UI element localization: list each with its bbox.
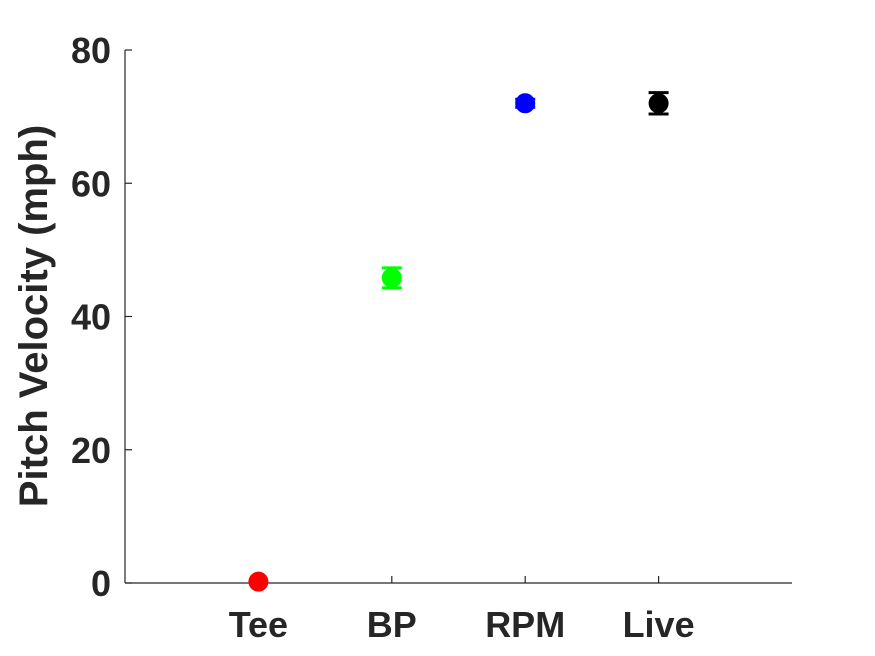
data-point-bp [381, 266, 402, 290]
y-tick-label: 0 [91, 563, 111, 604]
x-tick-label: Tee [229, 604, 288, 645]
y-tick-label: 20 [71, 430, 111, 471]
data-point-rpm [515, 93, 536, 114]
point-marker [381, 267, 402, 288]
x-tick-label: BP [367, 604, 417, 645]
y-tick-label: 40 [71, 297, 111, 338]
point-marker [648, 93, 669, 114]
data-point-live [648, 91, 669, 116]
x-tick-label: RPM [485, 604, 565, 645]
y-ticks: 0 20 40 60 80 [71, 30, 132, 604]
y-tick-label: 80 [71, 30, 111, 71]
data-points [248, 91, 669, 592]
x-tick-label: Live [623, 604, 695, 645]
data-point-tee [248, 571, 269, 592]
point-marker [248, 571, 269, 592]
y-axis-title: Pitch Velocity (mph) [12, 125, 56, 507]
point-marker [515, 93, 536, 114]
x-ticks: Tee BP RPM Live [229, 576, 695, 645]
axes [124, 50, 792, 584]
y-tick-label: 60 [71, 163, 111, 204]
